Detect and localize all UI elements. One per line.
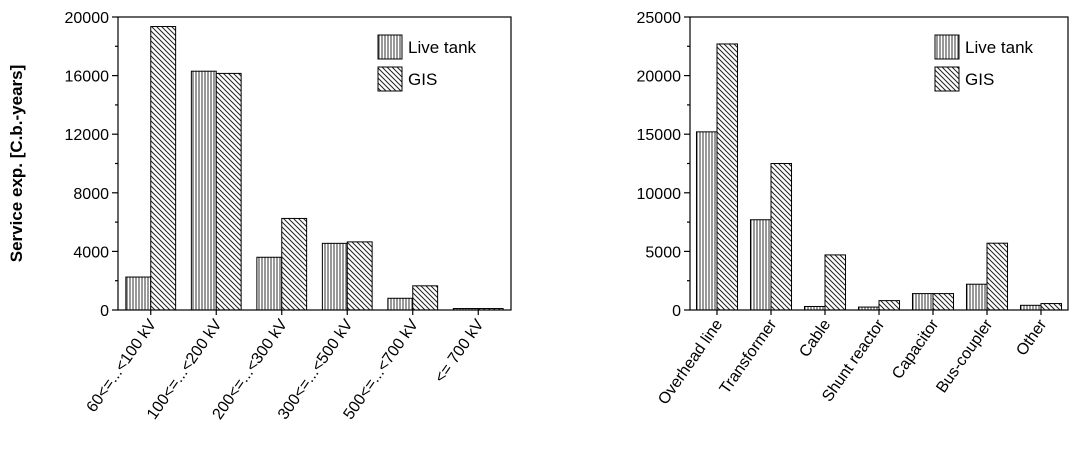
bar (1040, 303, 1063, 311)
bar (346, 241, 373, 311)
bar (965, 283, 988, 311)
bar (321, 242, 348, 311)
bar (215, 72, 242, 311)
y-tick-label: 0 (100, 303, 109, 320)
bar (824, 254, 847, 311)
bar (932, 293, 955, 311)
x-tick-label: 500<=...<700 kV (340, 316, 422, 423)
legend-swatch (377, 34, 403, 60)
x-tick-label: Other (1013, 316, 1050, 359)
legend-label: GIS (408, 70, 437, 89)
bar (1019, 304, 1042, 311)
y-tick-label: 25000 (637, 10, 682, 27)
bar (412, 285, 439, 311)
y-tick-label: 16000 (65, 69, 110, 86)
plot-frame (117, 16, 512, 311)
y-tick-label: 5000 (645, 244, 681, 261)
x-tick-label: <= 700 kV (432, 316, 488, 386)
y-tick-label: 20000 (637, 69, 682, 86)
y-tick-label: 12000 (65, 127, 110, 144)
bar (911, 293, 934, 311)
x-tick-label: Capacitor (889, 316, 943, 382)
y-tick-label: 4000 (73, 244, 109, 261)
x-tick-label: Overhead line (655, 316, 726, 407)
legend-label: GIS (965, 70, 994, 89)
legend-swatch (934, 34, 960, 60)
bar (150, 26, 177, 311)
bar (256, 256, 283, 311)
y-tick-label: 0 (672, 303, 681, 320)
legend-swatch (934, 66, 960, 92)
y-tick-label: 20000 (65, 10, 110, 27)
bar (281, 217, 308, 311)
x-tick-label: Cable (796, 316, 834, 360)
y-tick-label: 8000 (73, 186, 109, 203)
y-tick-label: 10000 (637, 186, 682, 203)
bar (387, 297, 414, 311)
bar (716, 43, 739, 311)
x-tick-label: 60<=...<100 kV (84, 316, 161, 415)
bar (878, 300, 901, 311)
x-tick-label: Transformer (717, 316, 781, 397)
plot-frame (689, 16, 1069, 311)
bar (125, 276, 152, 311)
y-axis-label: Service exp. [C.b.-years] (7, 65, 26, 262)
legend-swatch (377, 66, 403, 92)
y-tick-label: 15000 (637, 127, 682, 144)
legend-label: Live tank (408, 38, 477, 57)
x-tick-label: Bus-coupler (933, 316, 996, 396)
bar (695, 131, 718, 311)
bar (749, 219, 772, 311)
legend-label: Live tank (965, 38, 1034, 57)
bar (190, 70, 217, 311)
bar (770, 163, 793, 311)
bar (986, 242, 1009, 311)
